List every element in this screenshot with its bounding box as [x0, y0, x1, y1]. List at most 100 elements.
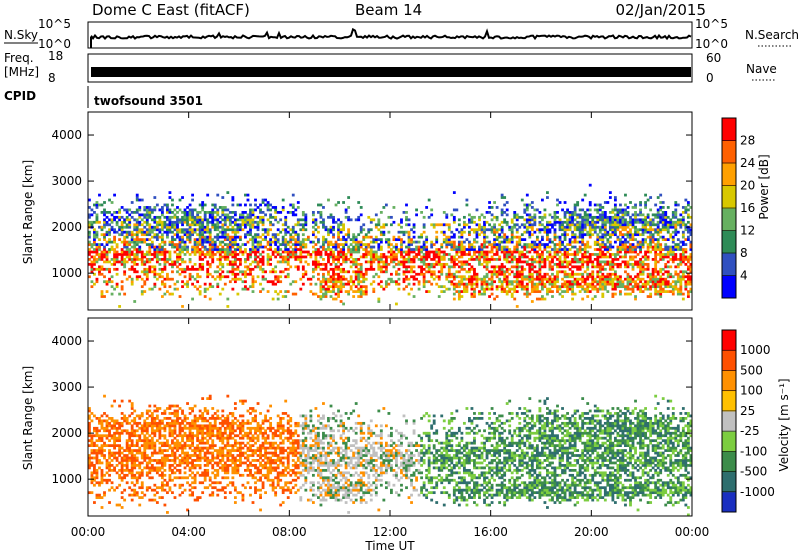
heatmap-cell: [261, 277, 265, 281]
heatmap-cell: [105, 233, 109, 237]
heatmap-cell: [110, 258, 114, 261]
heatmap-cell: [301, 223, 305, 227]
heatmap-cell: [601, 250, 605, 254]
heatmap-cell: [586, 233, 590, 237]
heatmap-cell: [88, 243, 91, 246]
heatmap-cell: [286, 272, 290, 276]
heatmap-cell: [390, 250, 393, 254]
heatmap-cell: [636, 275, 640, 279]
heatmap-cell: [186, 265, 189, 269]
heatmap-cell: [523, 243, 527, 246]
heatmap-cell: [98, 265, 101, 269]
heatmap-cell: [400, 243, 403, 246]
heatmap-cell: [629, 255, 632, 259]
heatmap-cell: [654, 223, 658, 227]
heatmap-cell: [485, 240, 489, 244]
heatmap-cell: [206, 238, 210, 241]
heatmap-cell: [304, 255, 308, 259]
heatmap-cell: [329, 285, 333, 289]
heatmap-cell: [488, 243, 491, 246]
heatmap-cell: [206, 230, 210, 234]
heatmap-cell: [171, 240, 174, 244]
heatmap-cell: [246, 230, 250, 234]
heatmap-cell: [342, 285, 345, 289]
heatmap-cell: [510, 255, 514, 259]
heatmap-cell: [88, 220, 91, 224]
heatmap-cell: [115, 223, 119, 227]
heatmap-cell: [649, 233, 653, 237]
heatmap-cell: [452, 262, 456, 266]
heatmap-cell: [397, 238, 401, 241]
heatmap-cell: [384, 282, 388, 286]
heatmap-cell: [259, 203, 262, 207]
heatmap-cell: [649, 287, 653, 291]
heatmap-cell: [480, 262, 484, 266]
heatmap-cell: [410, 248, 413, 251]
heatmap-cell: [581, 218, 585, 222]
heatmap-cell: [213, 270, 217, 274]
heatmap-cell: [631, 277, 635, 281]
heatmap-cell: [166, 260, 169, 264]
heatmap-cell: [145, 233, 149, 237]
heatmap-cell: [138, 223, 142, 227]
heatmap-cell: [171, 292, 174, 296]
heatmap-cell: [593, 208, 597, 212]
heatmap-cell: [88, 417, 91, 420]
heatmap-cell: [108, 439, 111, 443]
heatmap-cell: [274, 250, 278, 254]
heatmap-cell: [631, 280, 635, 284]
heatmap-cell: [153, 196, 157, 199]
heatmap-cell: [259, 220, 262, 224]
heatmap-cell: [644, 267, 647, 271]
heatmap-cell: [163, 253, 167, 256]
heatmap-cell: [681, 272, 685, 276]
heatmap-cell: [639, 280, 642, 284]
heatmap-cell: [624, 255, 627, 259]
heatmap-cell: [322, 248, 325, 251]
heatmap-cell: [118, 260, 122, 264]
heatmap-cell: [171, 265, 174, 269]
heatmap-cell: [201, 230, 205, 234]
heatmap-cell: [153, 275, 157, 279]
heatmap-cell: [465, 270, 469, 274]
heatmap-cell: [130, 402, 134, 405]
heatmap-cell: [93, 262, 96, 266]
heatmap-cell: [349, 265, 353, 269]
heatmap-cell: [538, 258, 542, 261]
heatmap-cell: [251, 245, 255, 249]
heatmap-cell: [88, 213, 91, 217]
heatmap-cell: [581, 275, 585, 279]
heatmap-cell: [186, 267, 189, 271]
heatmap-cell: [261, 215, 265, 219]
heatmap-cell: [518, 270, 522, 274]
heatmap-cell: [113, 262, 116, 266]
heatmap-cell: [301, 245, 305, 249]
heatmap-cell: [143, 215, 147, 219]
heatmap-cell: [362, 223, 366, 227]
heatmap-cell: [671, 280, 675, 284]
heatmap-cell: [520, 280, 524, 284]
heatmap-cell: [639, 201, 642, 204]
heatmap-cell: [178, 235, 182, 239]
heatmap-cell: [578, 248, 582, 251]
heatmap-cell: [98, 245, 101, 249]
heatmap-cell: [115, 429, 119, 433]
heatmap-cell: [256, 260, 260, 264]
heatmap-cell: [387, 277, 391, 281]
heatmap-cell: [485, 220, 489, 224]
heatmap-cell: [636, 228, 640, 232]
heatmap-cell: [460, 265, 464, 269]
heatmap-cell: [478, 245, 481, 249]
heatmap-cell: [98, 493, 101, 497]
heatmap-cell: [674, 233, 678, 237]
heatmap-cell: [495, 228, 499, 232]
heatmap-cell: [634, 275, 637, 279]
heatmap-cell: [674, 245, 678, 249]
heatmap-cell: [520, 267, 524, 271]
heatmap-cell: [548, 245, 552, 249]
heatmap-cell: [317, 203, 320, 207]
heatmap-cell: [646, 215, 650, 219]
heatmap-cell: [606, 262, 610, 266]
heatmap-cell: [269, 223, 273, 227]
heatmap-cell: [133, 262, 137, 266]
